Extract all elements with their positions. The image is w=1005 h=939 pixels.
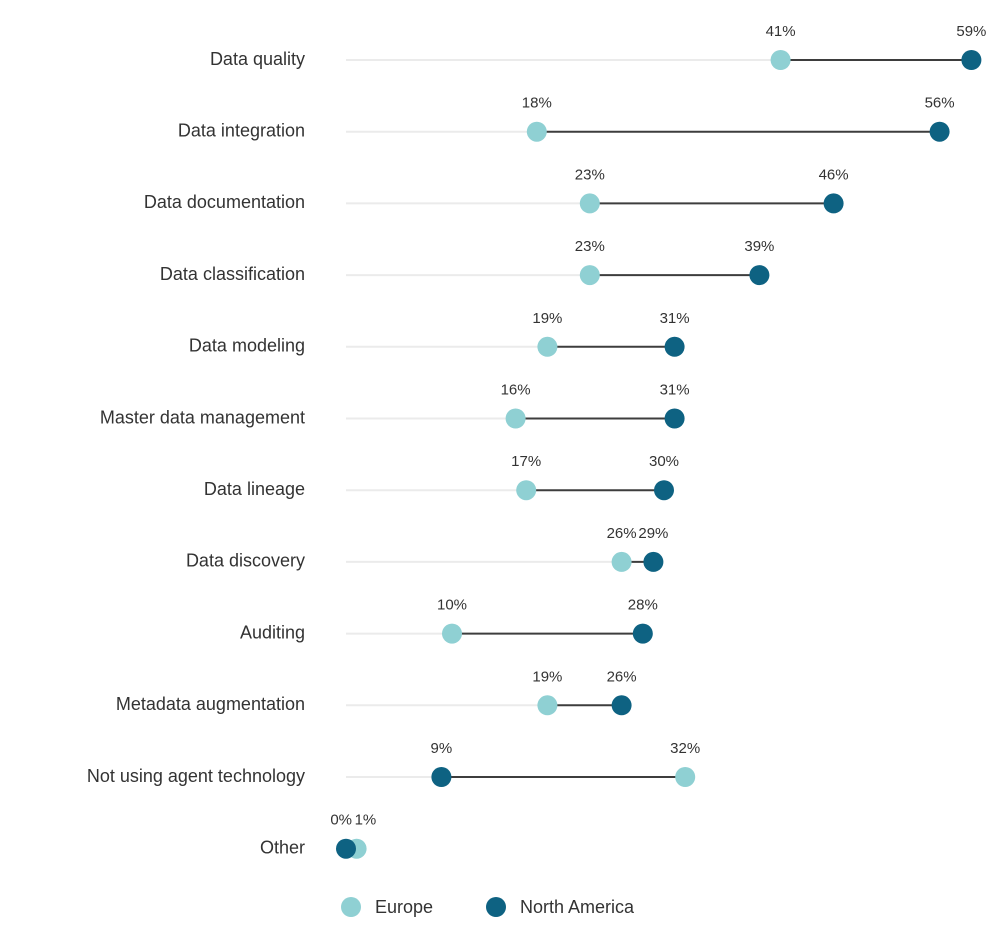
category-label: Data integration — [178, 120, 305, 140]
value-label: 19% — [532, 668, 562, 685]
value-label: 32% — [670, 740, 700, 757]
dot — [579, 193, 600, 214]
value-label: 46% — [819, 166, 849, 183]
dot — [537, 336, 558, 357]
dot — [431, 767, 452, 787]
dot — [823, 193, 844, 214]
dot — [336, 838, 356, 859]
value-label: 56% — [925, 95, 955, 112]
value-label: 10% — [437, 597, 467, 614]
value-label: 0% — [330, 812, 352, 829]
value-label: 41% — [766, 23, 796, 40]
dot — [664, 336, 685, 357]
dot — [442, 623, 462, 644]
legend-label: North America — [520, 897, 635, 917]
value-label: 26% — [607, 668, 637, 685]
category-label: Metadata augmentation — [116, 694, 305, 714]
dot — [537, 695, 558, 716]
category-label: Data documentation — [144, 192, 305, 212]
value-label: 26% — [607, 525, 637, 542]
value-label: 30% — [649, 453, 679, 470]
dot — [675, 767, 696, 787]
category-label: Data discovery — [186, 551, 305, 571]
dot — [654, 480, 674, 501]
value-label: 28% — [628, 597, 658, 614]
category-label: Other — [260, 837, 305, 857]
category-label: Not using agent technology — [87, 766, 305, 786]
category-label: Master data management — [100, 407, 305, 427]
value-label: 29% — [638, 525, 668, 542]
value-label: 39% — [744, 238, 774, 255]
category-label: Data classification — [160, 264, 305, 284]
legend-marker — [341, 897, 361, 917]
category-label: Data lineage — [204, 479, 305, 499]
dot — [526, 121, 547, 142]
dot — [611, 551, 632, 572]
value-label: 23% — [575, 166, 605, 183]
value-label: 19% — [532, 310, 562, 327]
dot — [929, 121, 950, 142]
value-label: 1% — [355, 812, 377, 829]
value-label: 16% — [501, 381, 531, 398]
dot — [770, 50, 791, 70]
legend-label: Europe — [375, 897, 433, 917]
dot — [632, 623, 653, 644]
value-label: 23% — [575, 238, 605, 255]
value-label: 9% — [431, 740, 453, 757]
category-label: Data quality — [210, 49, 305, 69]
dot — [749, 265, 770, 286]
dot — [579, 265, 600, 286]
value-label: 17% — [511, 453, 541, 470]
dot — [505, 408, 526, 429]
value-label: 31% — [660, 310, 690, 327]
legend-marker — [486, 897, 506, 917]
dot — [664, 408, 685, 429]
dot — [611, 695, 632, 716]
value-label: 59% — [956, 23, 986, 40]
category-label: Data modeling — [189, 336, 305, 356]
value-label: 31% — [660, 381, 690, 398]
dot — [643, 551, 664, 572]
dot — [516, 480, 537, 501]
category-label: Auditing — [240, 622, 305, 642]
value-label: 18% — [522, 95, 552, 112]
dot — [961, 50, 982, 70]
